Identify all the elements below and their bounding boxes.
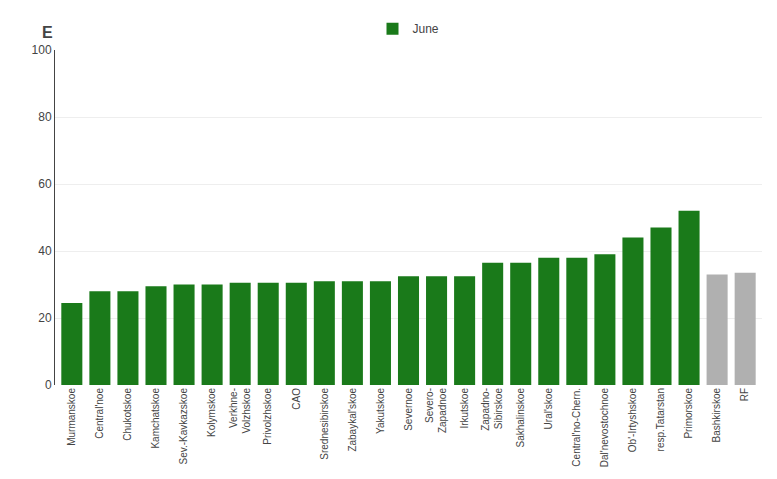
svg-text:Yakutskoe: Yakutskoe xyxy=(375,388,386,434)
svg-text:Verkhne-Volzhskoe: Verkhne-Volzhskoe xyxy=(228,388,252,434)
svg-text:Severo-Zapadnoe: Severo-Zapadnoe xyxy=(424,388,448,433)
svg-text:Chukotskoe: Chukotskoe xyxy=(122,388,133,441)
svg-text:Irkutskoe: Irkutskoe xyxy=(459,388,470,429)
svg-text:Kamchatskoe: Kamchatskoe xyxy=(150,388,161,449)
svg-text:Murmanskoe: Murmanskoe xyxy=(66,388,77,446)
svg-text:Central'no-Chern.: Central'no-Chern. xyxy=(571,388,582,467)
svg-text:CAO: CAO xyxy=(291,388,302,410)
svg-text:100: 100 xyxy=(32,43,52,57)
svg-text:June: June xyxy=(413,22,439,36)
svg-text:Central'noe: Central'noe xyxy=(94,388,105,439)
svg-text:Sev.-Kavkazskoe: Sev.-Kavkazskoe xyxy=(178,388,189,465)
svg-text:Kolymskoe: Kolymskoe xyxy=(206,388,217,437)
svg-text:Ural'skoe: Ural'skoe xyxy=(543,388,554,430)
svg-text:Bashkirskoe: Bashkirskoe xyxy=(711,388,722,443)
svg-text:resp.Tatarstan: resp.Tatarstan xyxy=(655,388,666,451)
svg-text:Severnoe: Severnoe xyxy=(403,388,414,431)
svg-text:Ob'-Irtyshskoe: Ob'-Irtyshskoe xyxy=(627,388,638,453)
svg-text:Primorskoe: Primorskoe xyxy=(683,388,694,439)
svg-text:Privolzhskoe: Privolzhskoe xyxy=(262,388,273,445)
svg-text:Zapadno-Sibirskoe: Zapadno-Sibirskoe xyxy=(480,388,504,431)
svg-text:E: E xyxy=(42,24,53,41)
svg-text:Dal'nevostochnoe: Dal'nevostochnoe xyxy=(599,388,610,468)
svg-text:0: 0 xyxy=(45,378,52,392)
svg-text:Srednesibirskoe: Srednesibirskoe xyxy=(319,388,330,460)
svg-text:RF: RF xyxy=(739,388,750,401)
svg-text:60: 60 xyxy=(38,177,52,191)
svg-text:20: 20 xyxy=(38,311,52,325)
svg-text:Sakhalinskoe: Sakhalinskoe xyxy=(515,388,526,448)
svg-text:Zabaykal'skoe: Zabaykal'skoe xyxy=(347,388,358,452)
svg-text:80: 80 xyxy=(38,110,52,124)
svg-text:40: 40 xyxy=(38,244,52,258)
